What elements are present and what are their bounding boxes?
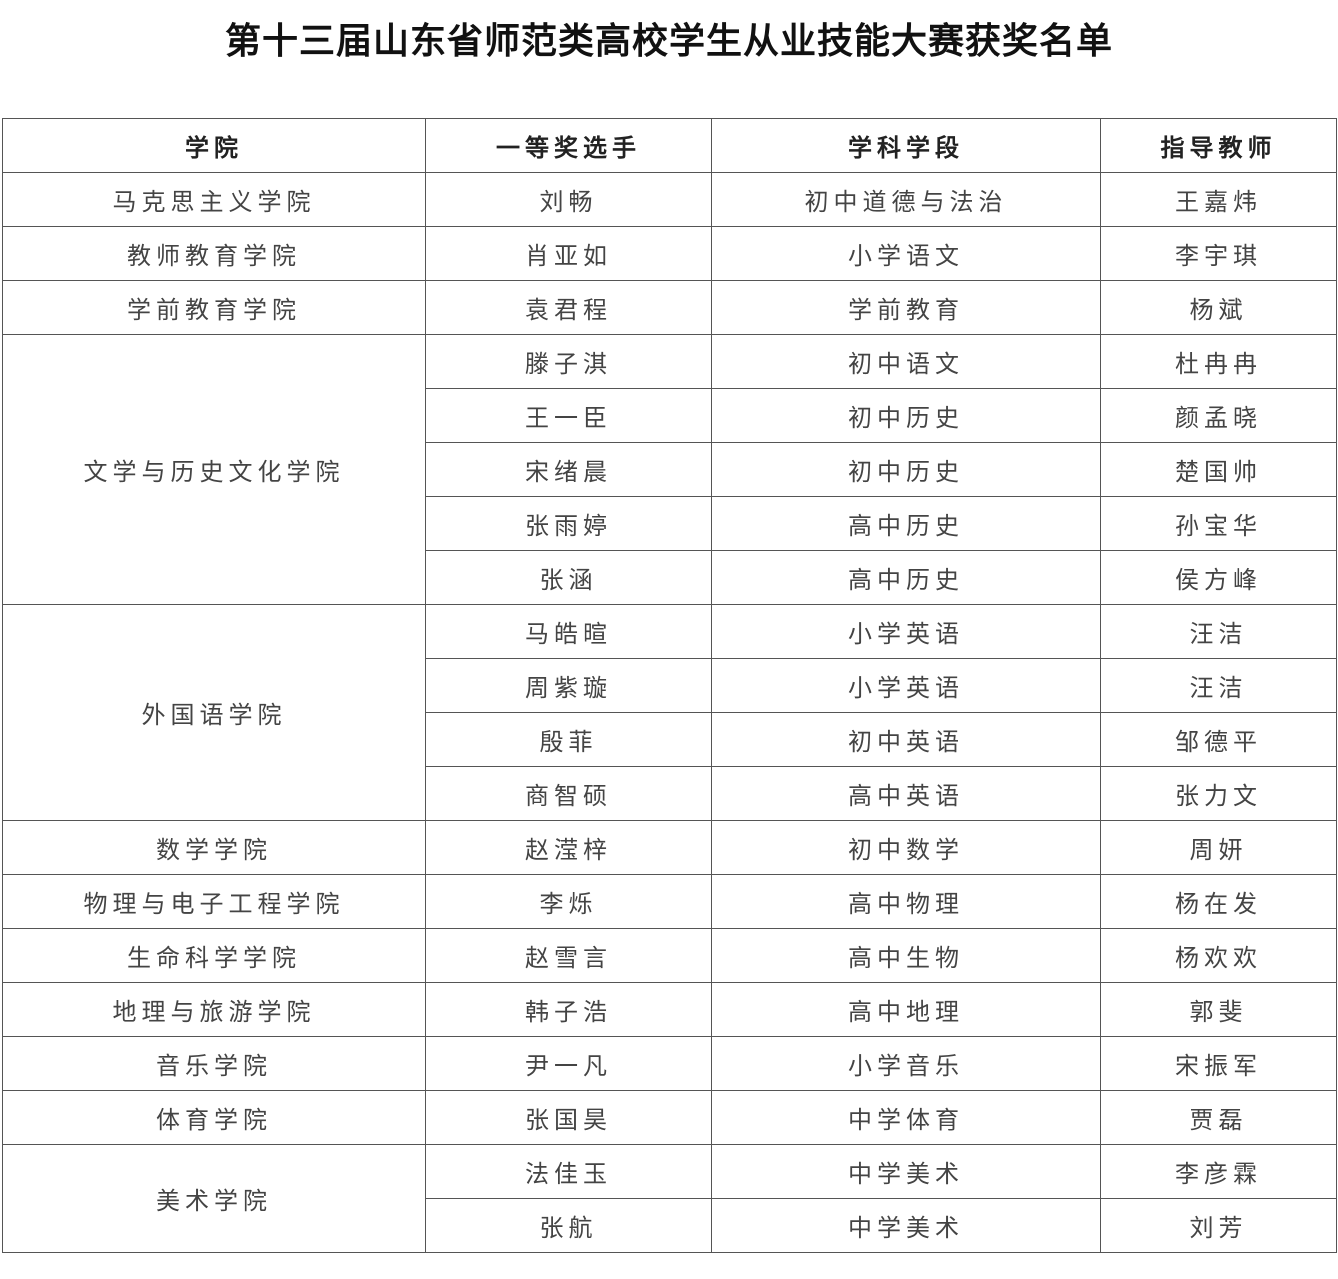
teacher-cell: 王嘉炜 bbox=[1100, 172, 1337, 227]
table-row: 地理与旅游学院 韩子浩 高中地理 郭斐 bbox=[2, 982, 1337, 1037]
table-row: 外国语学院 马皓暄 小学英语 汪洁 bbox=[2, 604, 1337, 821]
college-cell: 马克思主义学院 bbox=[2, 172, 426, 227]
subject-cell: 高中地理 bbox=[711, 982, 1101, 1037]
winner-cell: 李烁 bbox=[425, 874, 712, 929]
college-cell: 数学学院 bbox=[2, 820, 426, 875]
table-row: 数学学院 赵滢梓 初中数学 周妍 bbox=[2, 820, 1337, 875]
teacher-cell: 刘芳 bbox=[1100, 1198, 1337, 1253]
winner-cell: 尹一凡 bbox=[425, 1036, 712, 1091]
teacher-cell: 楚国帅 bbox=[1100, 442, 1337, 497]
college-cell: 生命科学学院 bbox=[2, 928, 426, 983]
table-row: 张涵 高中历史 侯方峰 bbox=[3, 550, 1337, 605]
subject-cell: 中学美术 bbox=[711, 1198, 1101, 1253]
subject-cell: 小学英语 bbox=[711, 604, 1101, 659]
teacher-cell: 汪洁 bbox=[1100, 658, 1337, 713]
winner-cell: 周紫璇 bbox=[425, 658, 712, 713]
subject-cell: 初中历史 bbox=[711, 388, 1101, 443]
winner-cell: 张涵 bbox=[425, 550, 712, 605]
subject-cell: 中学美术 bbox=[711, 1144, 1101, 1199]
winner-cell: 袁君程 bbox=[425, 280, 712, 335]
teacher-cell: 杜冉冉 bbox=[1100, 334, 1337, 389]
winner-cell: 韩子浩 bbox=[425, 982, 712, 1037]
teacher-cell: 李彦霖 bbox=[1100, 1144, 1337, 1199]
subject-cell: 高中生物 bbox=[711, 928, 1101, 983]
subject-cell: 小学音乐 bbox=[711, 1036, 1101, 1091]
table-row: 美术学院 法佳玉 中学美术 李彦霖 bbox=[2, 1144, 1337, 1253]
teacher-cell: 孙宝华 bbox=[1100, 496, 1337, 551]
table-row: 张航 中学美术 刘芳 bbox=[3, 1198, 1337, 1253]
college-cell: 学前教育学院 bbox=[2, 280, 426, 335]
subject-cell: 初中历史 bbox=[711, 442, 1101, 497]
page-title: 第十三届山东省师范类高校学生从业技能大赛获奖名单 bbox=[224, 20, 1113, 62]
winner-cell: 王一臣 bbox=[425, 388, 712, 443]
subject-cell: 初中语文 bbox=[711, 334, 1101, 389]
teacher-cell: 杨斌 bbox=[1100, 280, 1337, 335]
header-subject: 学科学段 bbox=[711, 118, 1101, 173]
winner-cell: 殷菲 bbox=[425, 712, 712, 767]
college-cell: 外国语学院 bbox=[2, 604, 426, 821]
teacher-cell: 侯方峰 bbox=[1100, 550, 1337, 605]
table-row: 张雨婷 高中历史 孙宝华 bbox=[3, 496, 1337, 551]
table-row: 周紫璇 小学英语 汪洁 bbox=[3, 658, 1337, 713]
teacher-cell: 周妍 bbox=[1100, 820, 1337, 875]
winner-cell: 法佳玉 bbox=[425, 1144, 712, 1199]
subject-cell: 高中历史 bbox=[711, 550, 1101, 605]
college-cell: 文学与历史文化学院 bbox=[2, 334, 426, 605]
header-winner: 一等奖选手 bbox=[425, 118, 712, 173]
teacher-cell: 李宇琪 bbox=[1100, 226, 1337, 281]
college-cell: 教师教育学院 bbox=[2, 226, 426, 281]
winner-cell: 肖亚如 bbox=[425, 226, 712, 281]
subject-cell: 学前教育 bbox=[711, 280, 1101, 335]
winner-cell: 张航 bbox=[425, 1198, 712, 1253]
teacher-cell: 郭斐 bbox=[1100, 982, 1337, 1037]
subject-cell: 高中英语 bbox=[711, 766, 1101, 821]
winner-cell: 马皓暄 bbox=[425, 604, 712, 659]
college-cell: 物理与电子工程学院 bbox=[2, 874, 426, 929]
table-row: 马克思主义学院 刘畅 初中道德与法治 王嘉炜 bbox=[2, 172, 1337, 227]
winner-cell: 张雨婷 bbox=[425, 496, 712, 551]
table-row: 文学与历史文化学院 滕子淇 初中语文 杜冉冉 bbox=[2, 334, 1337, 605]
winner-cell: 商智硕 bbox=[425, 766, 712, 821]
teacher-cell: 邹德平 bbox=[1100, 712, 1337, 767]
teacher-cell: 颜孟晓 bbox=[1100, 388, 1337, 443]
subject-cell: 高中历史 bbox=[711, 496, 1101, 551]
college-cell: 体育学院 bbox=[2, 1090, 426, 1145]
winner-cell: 宋绪晨 bbox=[425, 442, 712, 497]
teacher-cell: 贾磊 bbox=[1100, 1090, 1337, 1145]
teacher-cell: 汪洁 bbox=[1100, 604, 1337, 659]
college-cell: 美术学院 bbox=[2, 1144, 426, 1253]
subject-cell: 高中物理 bbox=[711, 874, 1101, 929]
table-row: 王一臣 初中历史 颜孟晓 bbox=[3, 388, 1337, 443]
winner-cell: 滕子淇 bbox=[425, 334, 712, 389]
winner-cell: 赵滢梓 bbox=[425, 820, 712, 875]
subject-cell: 小学语文 bbox=[711, 226, 1101, 281]
table-row: 商智硕 高中英语 张力文 bbox=[3, 766, 1337, 821]
header-college: 学院 bbox=[2, 118, 426, 173]
teacher-cell: 张力文 bbox=[1100, 766, 1337, 821]
table-row: 物理与电子工程学院 李烁 高中物理 杨在发 bbox=[2, 874, 1337, 929]
subject-cell: 小学英语 bbox=[711, 658, 1101, 713]
table-row: 生命科学学院 赵雪言 高中生物 杨欢欢 bbox=[2, 928, 1337, 983]
subject-cell: 初中数学 bbox=[711, 820, 1101, 875]
table-row: 音乐学院 尹一凡 小学音乐 宋振军 bbox=[2, 1036, 1337, 1091]
header-teacher: 指导教师 bbox=[1100, 118, 1337, 173]
teacher-cell: 杨在发 bbox=[1100, 874, 1337, 929]
table-row: 殷菲 初中英语 邹德平 bbox=[3, 712, 1337, 767]
table-row: 体育学院 张国昊 中学体育 贾磊 bbox=[2, 1090, 1337, 1145]
teacher-cell: 杨欢欢 bbox=[1100, 928, 1337, 983]
subject-cell: 初中道德与法治 bbox=[711, 172, 1101, 227]
award-table: 学院 一等奖选手 学科学段 指导教师 马克思主义学院 刘畅 初中道德与法治 王嘉炜 教师… bbox=[2, 118, 1337, 1253]
winner-cell: 刘畅 bbox=[425, 172, 712, 227]
teacher-cell: 宋振军 bbox=[1100, 1036, 1337, 1091]
college-cell: 地理与旅游学院 bbox=[2, 982, 426, 1037]
winner-cell: 赵雪言 bbox=[425, 928, 712, 983]
subject-cell: 初中英语 bbox=[711, 712, 1101, 767]
table-row: 教师教育学院 肖亚如 小学语文 李宇琪 bbox=[2, 226, 1337, 281]
winner-cell: 张国昊 bbox=[425, 1090, 712, 1145]
table-header-row: 学院 一等奖选手 学科学段 指导教师 bbox=[2, 118, 1337, 173]
table-row: 学前教育学院 袁君程 学前教育 杨斌 bbox=[2, 280, 1337, 335]
subject-cell: 中学体育 bbox=[711, 1090, 1101, 1145]
college-cell: 音乐学院 bbox=[2, 1036, 426, 1091]
